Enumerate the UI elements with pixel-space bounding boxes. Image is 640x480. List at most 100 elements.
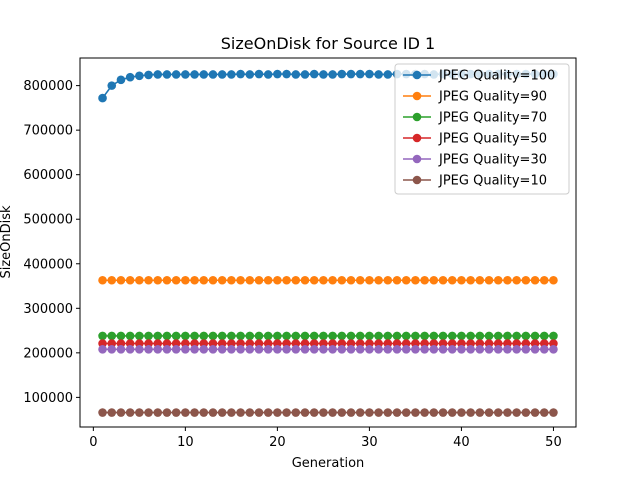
series-5 xyxy=(98,344,558,354)
data-point xyxy=(549,408,558,417)
data-point xyxy=(355,69,365,79)
x-tick-label: 40 xyxy=(453,435,470,450)
data-point xyxy=(135,344,144,354)
data-point xyxy=(530,331,540,341)
data-point xyxy=(125,275,135,285)
data-point xyxy=(346,69,356,79)
data-point xyxy=(337,69,347,79)
data-point xyxy=(208,344,218,354)
data-point xyxy=(530,344,540,354)
data-point xyxy=(328,331,337,341)
data-point xyxy=(503,408,512,417)
legend-marker xyxy=(412,91,422,101)
data-point xyxy=(162,408,172,417)
y-tick-label: 100000 xyxy=(23,391,73,406)
data-point xyxy=(503,331,512,341)
data-point xyxy=(420,408,429,417)
data-point xyxy=(227,331,236,341)
data-point xyxy=(144,275,153,285)
legend-label: JPEG Quality=10 xyxy=(438,174,547,189)
data-point xyxy=(162,331,172,341)
y-tick-label: 800000 xyxy=(23,79,73,94)
data-point xyxy=(273,69,282,79)
data-point xyxy=(383,344,393,354)
data-point xyxy=(438,344,448,354)
data-point xyxy=(171,70,181,79)
data-point xyxy=(190,275,199,285)
data-point xyxy=(236,331,245,341)
data-point xyxy=(512,275,521,285)
data-point xyxy=(411,331,420,341)
data-point xyxy=(116,275,126,285)
data-point xyxy=(438,408,448,417)
data-point xyxy=(539,344,549,354)
data-point xyxy=(98,344,107,354)
data-point xyxy=(309,408,319,417)
data-point xyxy=(429,275,439,285)
data-point xyxy=(457,331,466,341)
data-point xyxy=(153,70,163,79)
x-tick-label: 10 xyxy=(177,435,194,450)
data-point xyxy=(181,408,190,417)
data-point xyxy=(447,344,457,354)
data-point xyxy=(263,70,273,79)
data-point xyxy=(217,331,227,341)
data-point xyxy=(273,331,282,341)
legend-item: JPEG Quality=90 xyxy=(403,90,547,105)
data-point xyxy=(549,344,558,354)
data-point xyxy=(291,408,301,417)
legend-label: JPEG Quality=100 xyxy=(438,69,555,84)
legend-item: JPEG Quality=100 xyxy=(403,69,555,84)
data-point xyxy=(319,344,328,354)
legend-label: JPEG Quality=70 xyxy=(438,111,547,126)
legend-label: JPEG Quality=30 xyxy=(438,153,547,168)
data-point xyxy=(319,408,328,417)
data-point xyxy=(116,408,126,417)
data-point xyxy=(420,275,429,285)
data-point xyxy=(236,408,245,417)
data-point xyxy=(457,408,466,417)
legend-box xyxy=(394,63,570,195)
data-point xyxy=(512,344,521,354)
data-point xyxy=(447,408,457,417)
data-point xyxy=(273,408,282,417)
y-tick-label: 700000 xyxy=(23,124,73,139)
data-point xyxy=(466,275,475,285)
data-point xyxy=(217,344,227,354)
plot-frame xyxy=(79,57,577,428)
data-point xyxy=(521,275,531,285)
data-point xyxy=(135,275,144,285)
data-point xyxy=(328,344,337,354)
y-tick-label: 600000 xyxy=(23,168,73,183)
data-point xyxy=(190,70,199,79)
data-point xyxy=(199,70,209,79)
y-tick-label: 500000 xyxy=(23,213,73,228)
data-point xyxy=(282,275,291,285)
data-point xyxy=(309,275,319,285)
data-point xyxy=(190,408,199,417)
data-point xyxy=(530,275,540,285)
data-point xyxy=(217,408,227,417)
data-point xyxy=(466,408,475,417)
data-point xyxy=(429,331,439,341)
data-point xyxy=(438,331,448,341)
data-point xyxy=(493,408,503,417)
data-point xyxy=(374,408,383,417)
data-point xyxy=(438,275,448,285)
data-point xyxy=(236,69,245,79)
data-point xyxy=(282,408,291,417)
series-6 xyxy=(98,408,558,417)
data-point xyxy=(181,275,190,285)
data-point xyxy=(125,331,135,341)
data-point xyxy=(282,331,291,341)
data-point xyxy=(107,331,117,341)
x-axis-label: Generation xyxy=(292,456,365,471)
data-point xyxy=(365,331,374,341)
data-point xyxy=(512,331,521,341)
data-point xyxy=(346,344,356,354)
chart-title: SizeOnDisk for Source ID 1 xyxy=(221,34,435,53)
legend-label: JPEG Quality=90 xyxy=(438,90,547,105)
data-point xyxy=(401,344,411,354)
data-point xyxy=(466,344,475,354)
series-2 xyxy=(98,275,558,285)
